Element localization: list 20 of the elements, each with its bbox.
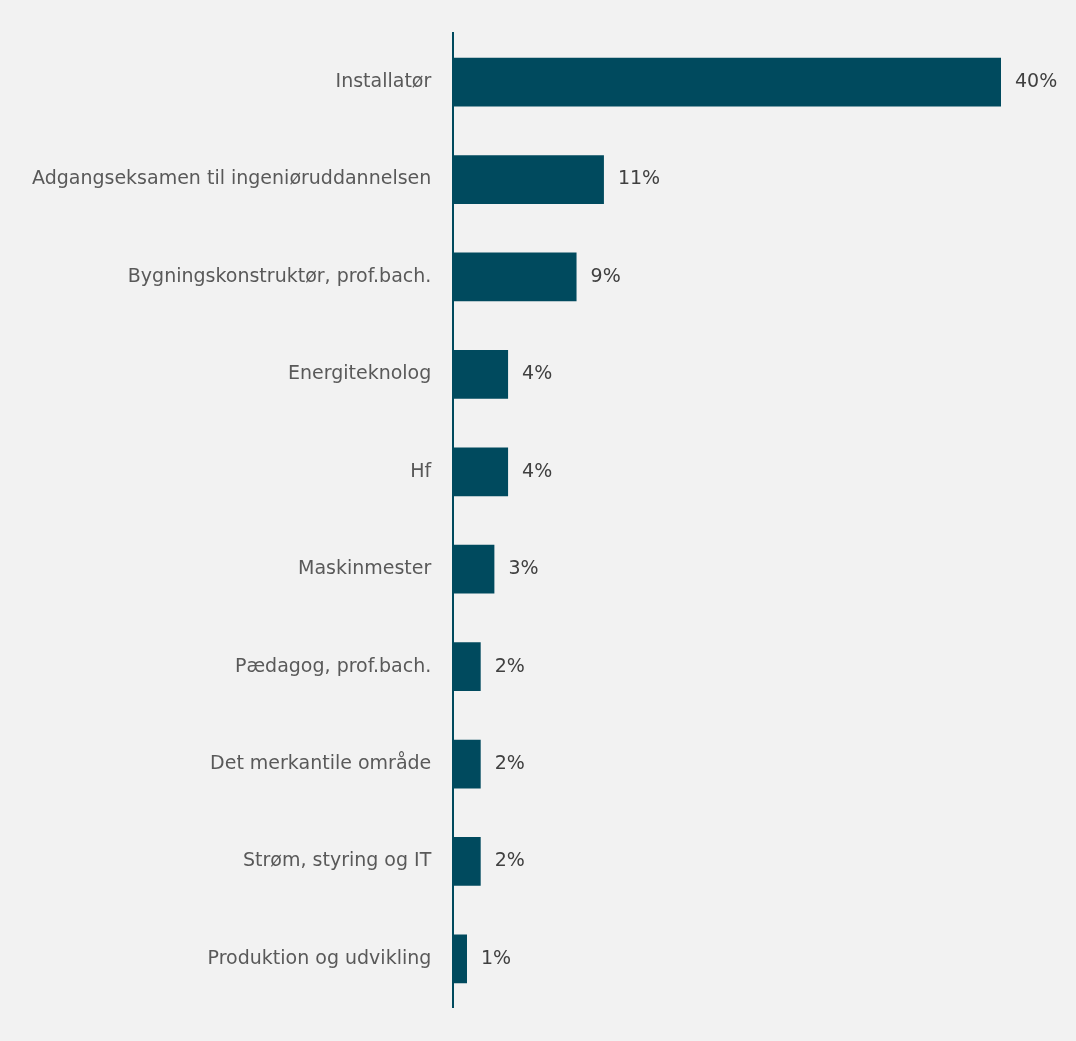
y-tick-label: Pædagog, prof.bach. <box>234 653 432 676</box>
y-tick-label: Hf <box>410 458 433 481</box>
y-tick-label: Bygningskonstruktør, prof.bach. <box>127 263 432 286</box>
y-tick-label: Det merkantile område <box>210 750 432 773</box>
y-tick-label: Energiteknolog <box>287 361 432 384</box>
y-tick-label: Strøm, styring og IT <box>243 848 432 871</box>
y-tick-label: Adgangseksamen til ingeniøruddannelsen <box>31 166 432 189</box>
data-label: 4% <box>522 361 553 384</box>
data-label: 11% <box>617 166 661 189</box>
y-tick-label: Maskinmester <box>297 556 432 579</box>
data-label: 2% <box>494 750 525 773</box>
data-label: 1% <box>481 945 512 968</box>
data-label: 4% <box>522 458 553 481</box>
data-label: 2% <box>494 848 525 871</box>
y-tick-label: Produktion og udvikling <box>207 945 432 968</box>
data-label: 9% <box>590 263 621 286</box>
data-label: 2% <box>494 653 525 676</box>
data-label: 3% <box>508 556 539 579</box>
y-tick-label: Installatør <box>335 69 432 92</box>
data-label: 40% <box>1015 69 1058 92</box>
